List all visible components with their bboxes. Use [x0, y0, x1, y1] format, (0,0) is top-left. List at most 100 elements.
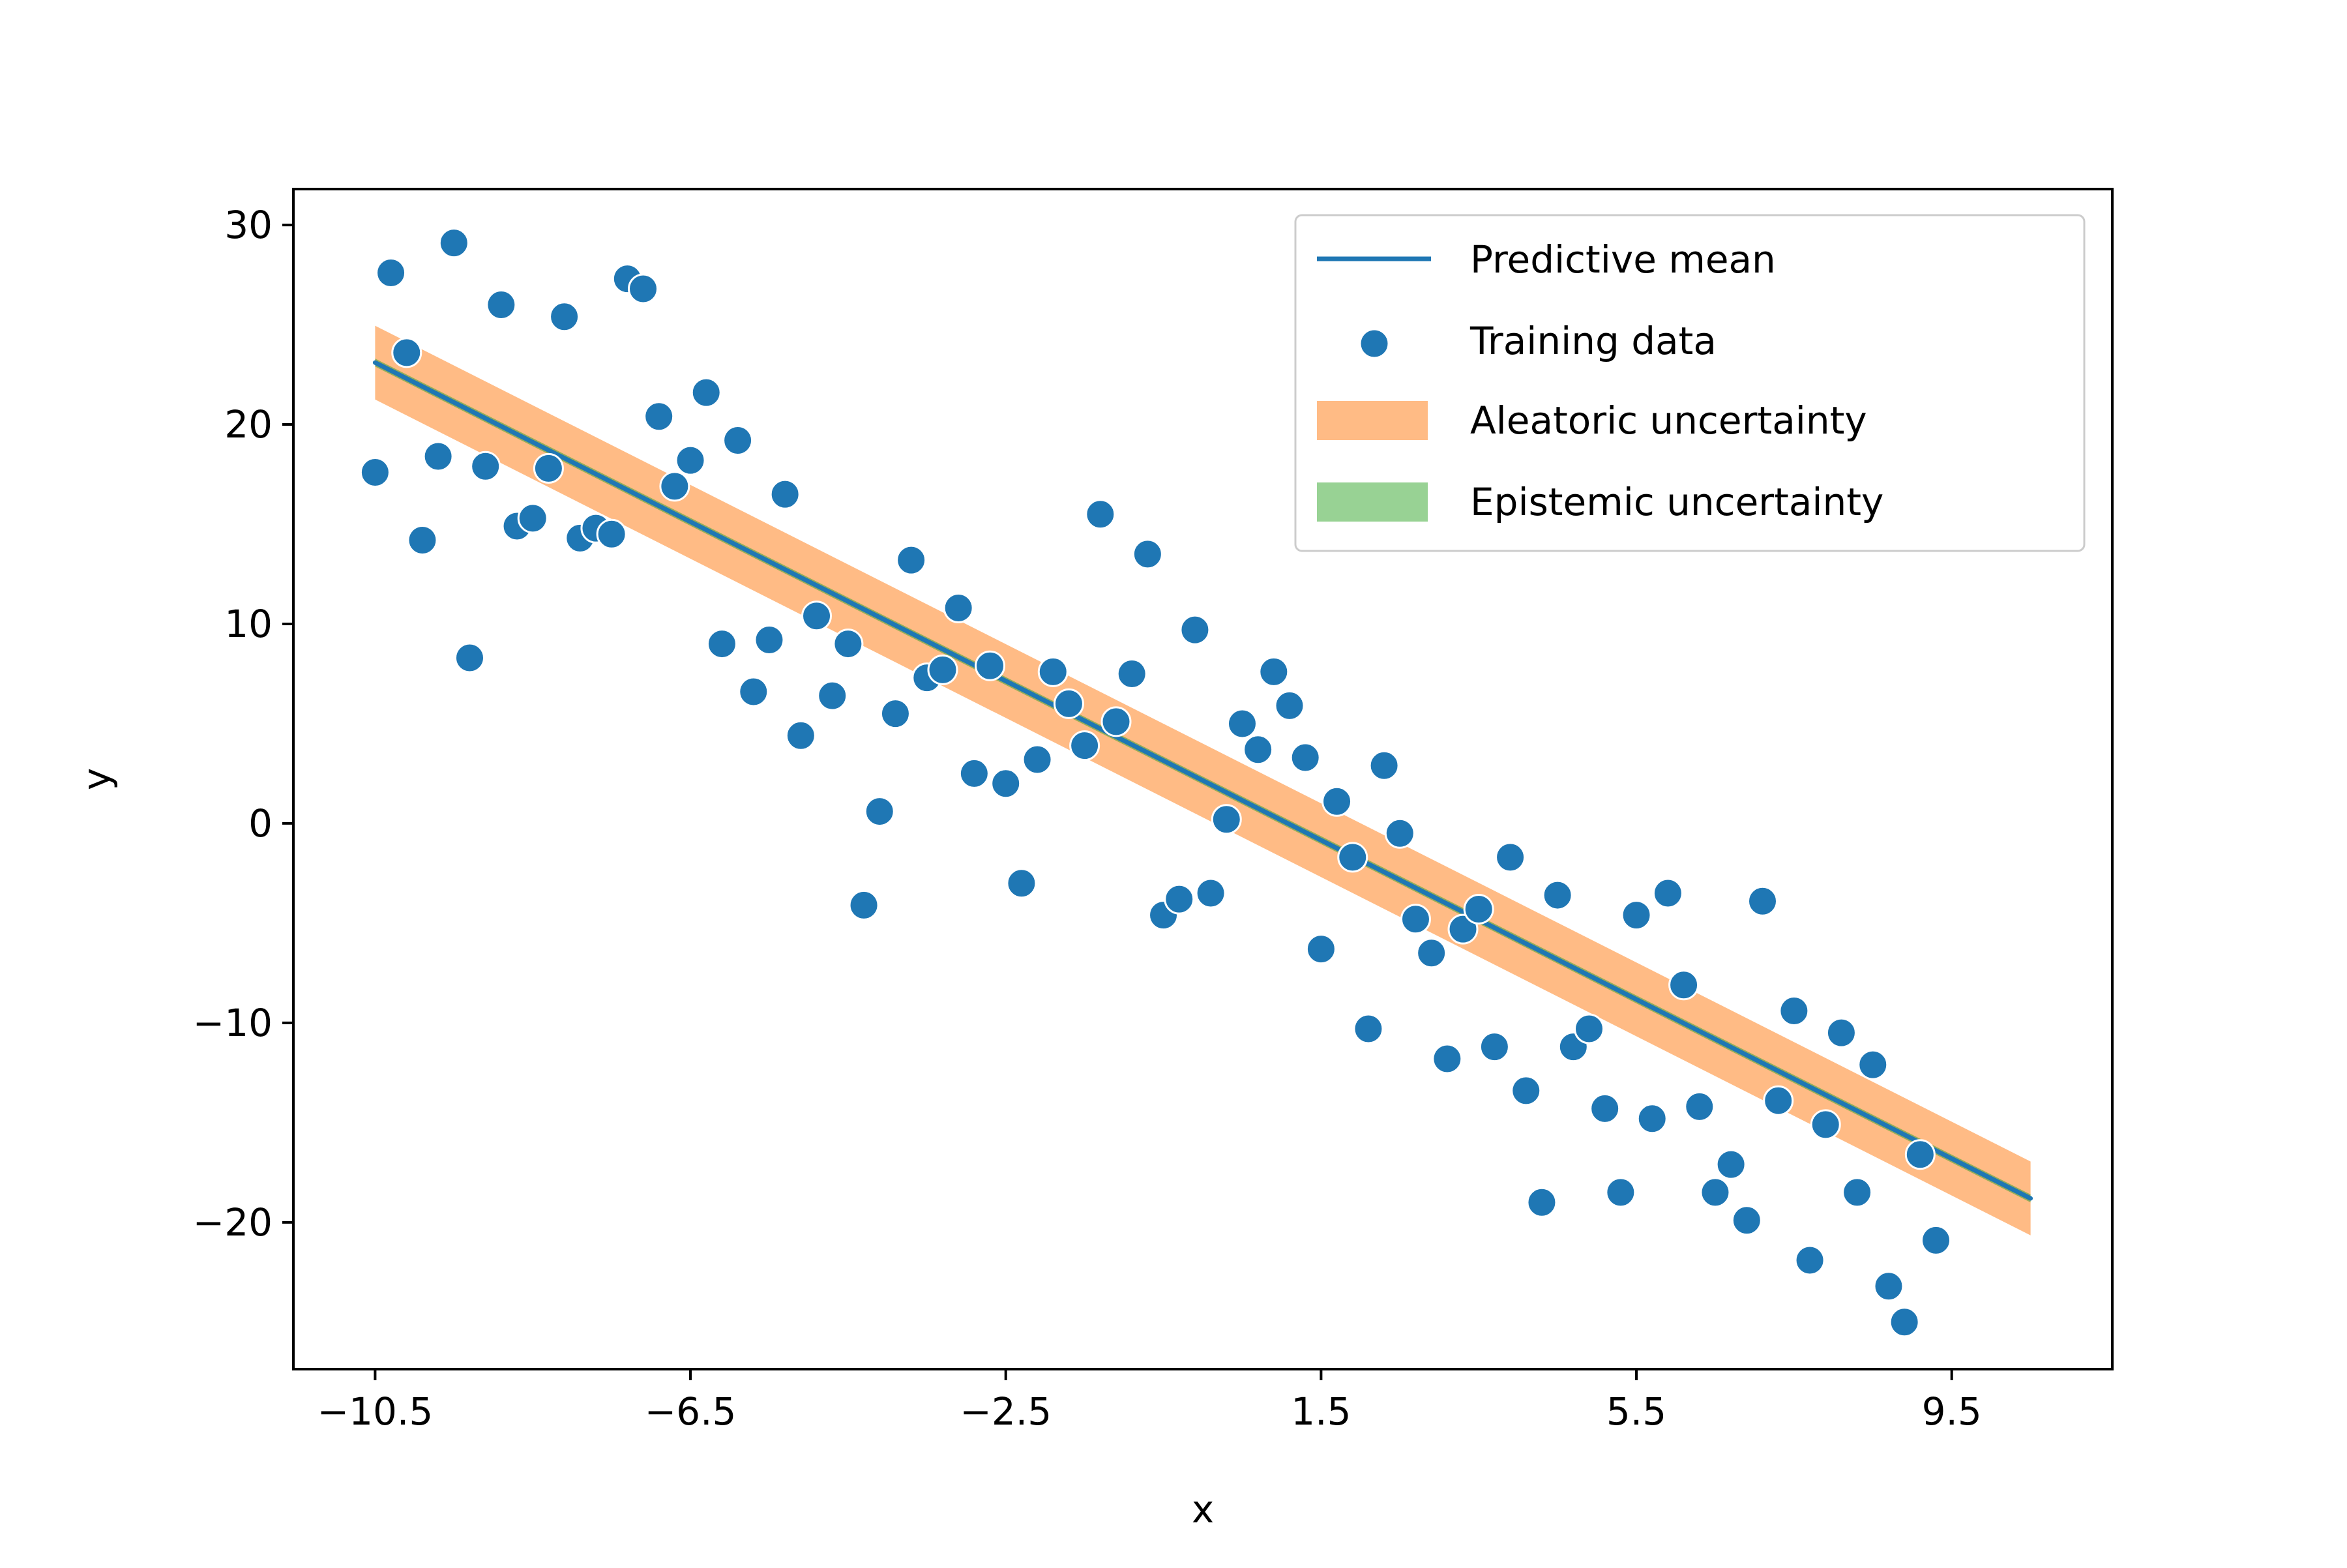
training-data-point: [391, 337, 422, 368]
training-data-point: [1290, 742, 1321, 773]
training-data-point: [596, 518, 627, 550]
x-tick-label: −6.5: [645, 1389, 737, 1434]
legend-training-swatch: [1359, 328, 1390, 359]
training-data-point: [990, 768, 1022, 799]
training-data-point: [628, 273, 659, 304]
training-data-point: [864, 796, 895, 827]
training-data-point: [1337, 842, 1368, 873]
training-data-point: [1715, 1149, 1747, 1180]
training-data-point: [643, 401, 675, 432]
y-tick-label: −20: [193, 1200, 273, 1245]
training-data-point: [1368, 750, 1400, 781]
training-data-point: [1904, 1139, 1936, 1170]
y-tick-label: 0: [248, 801, 273, 846]
training-data-point: [1022, 744, 1053, 775]
training-data-point: [659, 471, 690, 502]
training-data-point: [1258, 656, 1290, 687]
training-data-point: [801, 600, 833, 632]
training-data-point: [1037, 656, 1069, 687]
training-data-point: [1889, 1307, 1920, 1338]
training-data-point: [1763, 1085, 1794, 1116]
training-data-point: [1243, 734, 1274, 765]
training-data-point: [549, 301, 580, 333]
training-data-point: [359, 456, 391, 488]
x-tick-label: −10.5: [317, 1389, 434, 1434]
training-data-point: [438, 228, 469, 259]
x-tick-label: 5.5: [1606, 1389, 1666, 1434]
training-data-point: [675, 445, 706, 476]
training-data-point: [1526, 1187, 1557, 1218]
predictive-mean-line: [372, 360, 2033, 1201]
training-data-point: [1511, 1075, 1542, 1106]
training-data-point: [785, 720, 816, 751]
training-data-point: [1384, 818, 1415, 849]
training-data-point: [1589, 1093, 1621, 1124]
training-data-point: [754, 624, 785, 655]
training-data-point: [1747, 885, 1778, 917]
training-data-point: [376, 257, 407, 288]
y-tick-label: 30: [224, 203, 273, 247]
legend-label-epistemic: Epistemic uncertainty: [1470, 480, 1883, 524]
training-data-point: [407, 524, 438, 555]
training-data-point: [927, 654, 958, 685]
training-data-point: [1069, 730, 1100, 762]
training-data-point: [1621, 900, 1652, 931]
training-data-point: [1810, 1109, 1841, 1140]
training-data-point: [1100, 706, 1132, 737]
training-data-point: [879, 698, 911, 730]
y-tick-label: 10: [224, 602, 273, 646]
training-data-point: [1825, 1017, 1857, 1048]
training-data-point: [1085, 499, 1116, 530]
training-data-point: [454, 642, 485, 673]
training-data-point: [1921, 1224, 1952, 1256]
training-data-point: [738, 676, 769, 707]
y-axis-label: y: [74, 768, 119, 790]
legend-label-aleatoric: Aleatoric uncertainty: [1470, 398, 1867, 443]
training-data-point: [1432, 1043, 1463, 1074]
training-data-point: [1463, 893, 1494, 925]
training-data-point: [1179, 614, 1211, 645]
training-data-point: [706, 629, 737, 660]
training-data-point: [769, 479, 801, 510]
legend-aleatoric-swatch: [1317, 401, 1428, 440]
training-data-point: [958, 758, 990, 789]
training-data-point: [1873, 1271, 1904, 1302]
training-data-point: [943, 592, 974, 623]
y-tick-label: −10: [193, 1001, 273, 1045]
training-data-point: [722, 424, 754, 456]
training-data-point: [1353, 1013, 1384, 1044]
training-data-point: [1416, 938, 1447, 969]
legend-frame: [1294, 214, 2086, 552]
training-data-point: [1857, 1049, 1889, 1080]
training-data-point: [1274, 690, 1305, 721]
training-data-point: [1116, 658, 1147, 689]
training-data-point: [533, 452, 564, 484]
training-data-point: [1794, 1245, 1825, 1276]
training-data-point: [1164, 883, 1195, 915]
training-data-point: [690, 377, 722, 408]
training-data-point: [1006, 868, 1037, 899]
training-data-point: [1636, 1103, 1668, 1134]
training-data-point: [896, 544, 927, 576]
x-axis-label: x: [1192, 1487, 1214, 1531]
x-tick-label: 1.5: [1291, 1389, 1351, 1434]
y-tick-label: 20: [224, 402, 273, 447]
legend-label-training: Training data: [1469, 319, 1717, 363]
training-data-point: [817, 680, 848, 711]
training-data-point: [833, 629, 864, 660]
training-data-point: [1211, 804, 1242, 835]
training-data-point: [1684, 1091, 1715, 1122]
training-data-point: [1495, 842, 1526, 873]
training-data-point: [1700, 1177, 1731, 1208]
training-data-point: [1479, 1031, 1510, 1063]
training-data-point: [486, 289, 517, 320]
training-data-point: [1447, 913, 1479, 945]
training-data-point: [1305, 934, 1336, 965]
training-data-point: [1195, 878, 1226, 909]
training-data-point: [1731, 1205, 1762, 1236]
training-data-point: [1842, 1177, 1873, 1208]
training-data-point: [470, 451, 501, 482]
training-data-point: [1400, 904, 1431, 935]
training-data-point: [1779, 996, 1810, 1027]
training-data-point: [848, 889, 879, 921]
